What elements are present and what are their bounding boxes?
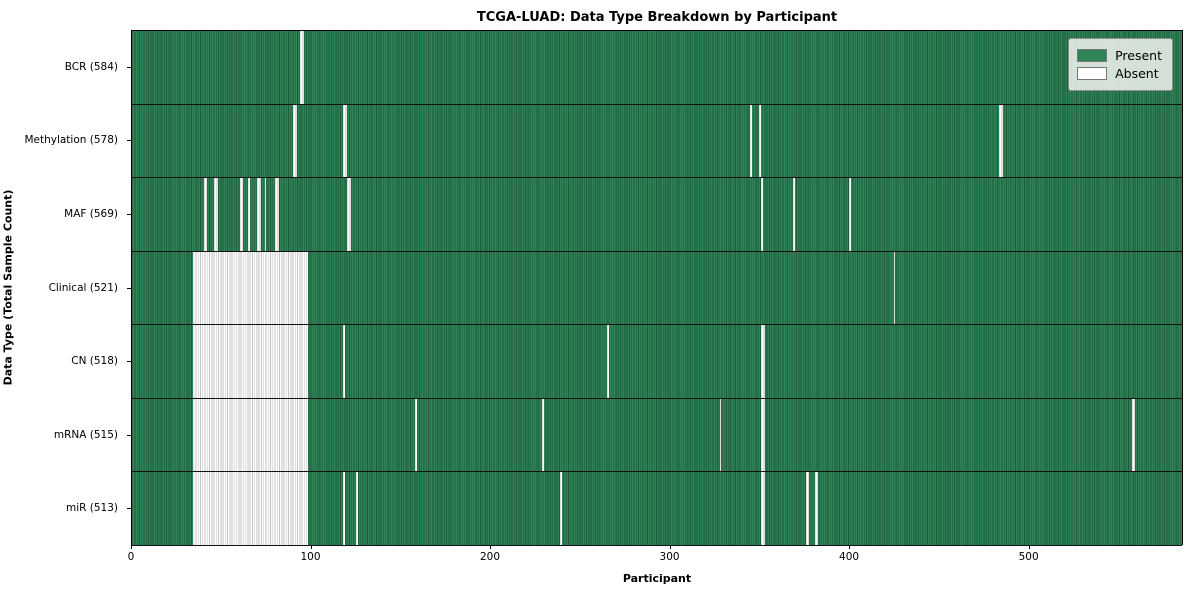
legend-entry-absent: Absent (1077, 66, 1162, 81)
xtick-mark (1028, 545, 1030, 549)
heatmap-row-mir (132, 472, 1182, 546)
absent-stripe (1131, 398, 1136, 472)
absent-stripe (760, 472, 765, 545)
absent-stripe (343, 104, 347, 178)
xtick-mark (490, 545, 492, 549)
absent-stripe (239, 178, 244, 251)
heatmap-plot-area: Present Absent (131, 30, 1183, 546)
absent-stripe (300, 31, 304, 104)
x-axis-label: Participant (622, 572, 692, 585)
xtick-label-500: 500 (1018, 551, 1039, 563)
absent-stripe (542, 398, 545, 472)
xtick-label-100: 100 (300, 551, 321, 563)
legend-label: Present (1115, 48, 1162, 63)
absent-stripe (192, 398, 308, 472)
absent-stripe (264, 178, 267, 251)
absent-stripe (347, 178, 351, 251)
absent-stripe (560, 472, 563, 545)
chart-title: TCGA-LUAD: Data Type Breakdown by Partic… (476, 10, 838, 25)
absent-stripe (719, 398, 722, 472)
heatmap-row-cn (132, 325, 1182, 399)
absent-stripe (192, 472, 308, 545)
ytick-mark (127, 213, 131, 215)
absent-swatch-icon (1077, 67, 1108, 80)
heatmap-row-methylation (132, 104, 1182, 179)
absent-stripe (805, 472, 810, 545)
ytick-label-cn: CN (518) (71, 355, 118, 368)
absent-stripe (760, 178, 763, 251)
xtick-mark (131, 545, 132, 549)
ytick-label-bcr: BCR (584) (64, 60, 118, 73)
absent-stripe (415, 398, 417, 472)
absent-stripe (848, 178, 851, 251)
legend-entry-present: Present (1077, 48, 1162, 63)
heatmap-row-bcr (132, 31, 1182, 105)
xtick-label-200: 200 (480, 551, 501, 563)
xtick-label-0: 0 (127, 551, 135, 563)
xtick-mark (310, 545, 312, 549)
absent-stripe (750, 104, 752, 178)
heatmap-row-maf (132, 178, 1182, 252)
absent-stripe (606, 325, 609, 398)
absent-stripe (192, 251, 308, 325)
present-swatch-icon (1077, 49, 1108, 62)
absent-stripe (760, 398, 765, 472)
legend: Present Absent (1068, 38, 1173, 91)
xtick-mark (849, 545, 851, 549)
ytick-mark (127, 361, 131, 363)
absent-stripe (214, 178, 218, 251)
xtick-label-300: 300 (659, 551, 680, 563)
ytick-label-methylation: Methylation (578) (24, 134, 118, 147)
absent-stripe (760, 325, 765, 398)
absent-stripe (759, 104, 761, 178)
absent-stripe (343, 325, 346, 398)
absent-stripe (814, 472, 819, 545)
ytick-mark (127, 140, 131, 142)
absent-stripe (192, 325, 308, 398)
heatmap-row-clinical (132, 251, 1182, 326)
ytick-mark (127, 508, 131, 510)
absent-stripe (793, 178, 795, 251)
absent-stripe (355, 472, 358, 545)
ytick-label-mrna: mRNA (515) (53, 428, 118, 441)
absent-stripe (257, 178, 261, 251)
absent-stripe (343, 472, 346, 545)
absent-stripe (999, 104, 1003, 178)
ytick-label-clinical: Clinical (521) (48, 281, 118, 294)
ytick-label-mir: miR (513) (65, 502, 118, 515)
xtick-mark (669, 545, 671, 549)
absent-stripe (203, 178, 208, 251)
ytick-mark (127, 287, 131, 289)
ytick-mark (127, 66, 131, 68)
ytick-label-maf: MAF (569) (64, 207, 118, 220)
absent-stripe (893, 251, 896, 325)
legend-label: Absent (1115, 66, 1159, 81)
xtick-label-400: 400 (839, 551, 860, 563)
absent-stripe (293, 104, 297, 178)
absent-stripe (275, 178, 279, 251)
ytick-mark (127, 434, 131, 436)
absent-stripe (248, 178, 251, 251)
heatmap-row-mrna (132, 398, 1182, 473)
